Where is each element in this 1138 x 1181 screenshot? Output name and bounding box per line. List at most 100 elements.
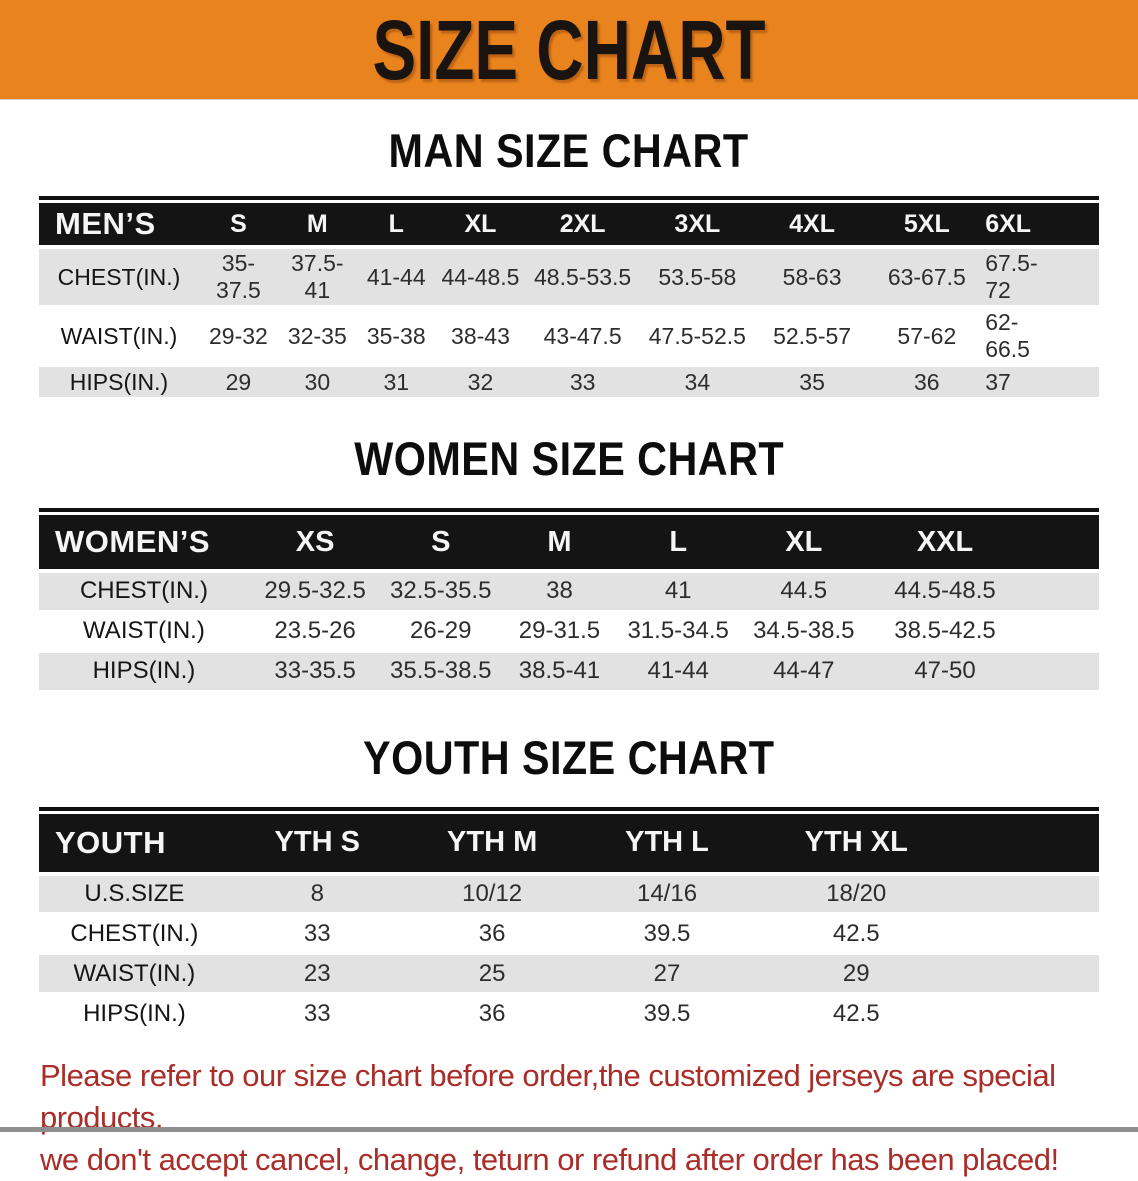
data-cell: 41-44 — [618, 651, 738, 693]
data-cell: 44-48.5 — [435, 247, 526, 308]
data-cell: 29.5-32.5 — [248, 571, 382, 613]
row-label: CHEST(IN.) — [39, 247, 199, 308]
data-cell: 33 — [229, 913, 405, 955]
data-cell: 30 — [277, 365, 357, 400]
size-column-header: XS — [248, 515, 382, 573]
size-column-header: 4XL — [754, 203, 870, 249]
youth-section-heading: YOUTH SIZE CHART — [0, 730, 1138, 784]
data-cell: 43-47.5 — [525, 306, 640, 367]
section-men: MAN SIZE CHART MEN’S S M L XL 2XL 3XL 4XL 5XL 6XL… — [0, 126, 1138, 400]
table-title-cell: YOUTH — [39, 813, 230, 876]
data-cell: 14/16 — [579, 873, 755, 915]
data-cell: 58-63 — [754, 247, 870, 308]
table-row: CHEST(IN.) 33 36 39.5 42.5 — [39, 913, 1099, 955]
table-row: CHEST(IN.) 35-37.5 37.5-41 41-44 44-48.5 48.5… — [39, 247, 1099, 308]
row-label: CHEST(IN.) — [39, 571, 249, 613]
table-row: WAIST(IN.) 29-32 32-35 35-38 38-43 43-47.5 47.… — [39, 306, 1099, 367]
size-column-header: 2XL — [525, 203, 640, 249]
size-column-header: M — [277, 203, 357, 249]
header-row: MEN’S S M L XL 2XL 3XL 4XL 5XL 6XL — [39, 203, 1099, 249]
data-cell: 38.5-41 — [500, 651, 619, 693]
data-cell: 57-62 — [869, 306, 985, 367]
row-label: HIPS(IN.) — [39, 365, 199, 400]
data-cell: 44.5-48.5 — [870, 571, 1099, 613]
men-section-heading-text: MAN SIZE CHART — [388, 124, 750, 177]
row-label: HIPS(IN.) — [39, 651, 249, 693]
data-cell: 39.5 — [579, 993, 755, 1035]
data-cell: 34.5-38.5 — [737, 611, 871, 653]
data-cell: 44.5 — [737, 571, 871, 613]
section-women: WOMEN SIZE CHART WOMEN’S XS S M L XL XXL CHEST(… — [0, 434, 1138, 693]
data-cell: 42.5 — [754, 993, 1099, 1035]
size-column-header: XXL — [870, 515, 1099, 573]
table-title-cell: MEN’S — [39, 203, 199, 249]
section-youth: YOUTH SIZE CHART YOUTH YTH S YTH M YTH L YTH… — [0, 730, 1138, 1035]
table-row: WAIST(IN.) 23.5-26 26-29 29-31.5 31.5-34.5 34… — [39, 611, 1099, 653]
size-column-header: S — [381, 515, 501, 573]
data-cell: 37 — [984, 365, 1099, 400]
data-cell: 47.5-52.5 — [639, 306, 755, 367]
size-column-header: L — [356, 203, 436, 249]
size-column-header: YTH S — [229, 813, 405, 876]
youth-section-heading-text: YOUTH SIZE CHART — [363, 730, 775, 784]
data-cell: 36 — [404, 913, 580, 955]
data-cell: 38.5-42.5 — [870, 611, 1099, 653]
size-column-header: 5XL — [869, 203, 985, 249]
data-cell: 62-66.5 — [984, 306, 1099, 367]
data-cell: 8 — [229, 873, 405, 915]
data-cell: 29-31.5 — [500, 611, 619, 653]
data-cell: 37.5-41 — [277, 247, 357, 308]
data-cell: 31.5-34.5 — [618, 611, 738, 653]
youth-size-table: YOUTH YTH S YTH M YTH L YTH XL U.S.SIZE 8 10/12… — [39, 813, 1099, 1035]
data-cell: 33-35.5 — [248, 651, 382, 693]
size-column-header: 3XL — [639, 203, 755, 249]
table-row: WAIST(IN.) 23 25 27 29 — [39, 953, 1099, 995]
table-title-cell: WOMEN’S — [39, 515, 249, 573]
size-column-header: YTH XL — [754, 813, 1099, 876]
data-cell: 35.5-38.5 — [381, 651, 501, 693]
row-label: WAIST(IN.) — [39, 611, 249, 653]
size-column-header: YTH L — [579, 813, 755, 876]
row-label: WAIST(IN.) — [39, 306, 199, 367]
data-cell: 38 — [500, 571, 619, 613]
data-cell: 44-47 — [737, 651, 871, 693]
data-cell: 42.5 — [754, 913, 1099, 955]
data-cell: 35-38 — [356, 306, 436, 367]
disclaimer: Please refer to our size chart before or… — [40, 1055, 1104, 1181]
data-cell: 47-50 — [870, 651, 1099, 693]
women-table-frame: WOMEN’S XS S M L XL XXL CHEST(IN.) 29.5-32.5 32.5… — [39, 508, 1099, 693]
data-cell: 41-44 — [356, 247, 436, 308]
data-cell: 18/20 — [754, 873, 1099, 915]
women-section-heading-text: WOMEN SIZE CHART — [354, 432, 784, 485]
data-cell: 53.5-58 — [639, 247, 755, 308]
data-cell: 36 — [869, 365, 985, 400]
banner: SIZE CHART — [0, 0, 1138, 100]
data-cell: 32.5-35.5 — [381, 571, 501, 613]
row-label: CHEST(IN.) — [39, 913, 230, 955]
data-cell: 36 — [404, 993, 580, 1035]
women-section-heading: WOMEN SIZE CHART — [0, 434, 1138, 484]
row-label: U.S.SIZE — [39, 873, 230, 915]
data-cell: 41 — [618, 571, 738, 613]
data-cell: 35-37.5 — [198, 247, 278, 308]
data-cell: 48.5-53.5 — [525, 247, 640, 308]
table-row: HIPS(IN.) 33-35.5 35.5-38.5 38.5-41 41-44 44-… — [39, 651, 1099, 693]
data-cell: 39.5 — [579, 913, 755, 955]
banner-title: SIZE CHART — [372, 2, 766, 97]
size-column-header: XL — [435, 203, 526, 249]
table-row: U.S.SIZE 8 10/12 14/16 18/20 — [39, 873, 1099, 915]
disclaimer-line-2: we don't accept cancel, change, teturn o… — [40, 1142, 1059, 1177]
header-row: YOUTH YTH S YTH M YTH L YTH XL — [39, 813, 1099, 876]
table-row: HIPS(IN.) 33 36 39.5 42.5 — [39, 993, 1099, 1035]
data-cell: 26-29 — [381, 611, 501, 653]
men-table-frame: MEN’S S M L XL 2XL 3XL 4XL 5XL 6XL CHEST(IN.) 35-37… — [39, 196, 1099, 400]
data-cell: 29 — [754, 953, 1099, 995]
youth-table-frame: YOUTH YTH S YTH M YTH L YTH XL U.S.SIZE 8 10/12… — [39, 806, 1099, 1035]
data-cell: 29 — [198, 365, 278, 400]
men-size-table: MEN’S S M L XL 2XL 3XL 4XL 5XL 6XL CHEST(IN.) 35-37… — [39, 203, 1099, 400]
size-column-header: L — [618, 515, 738, 573]
data-cell: 52.5-57 — [754, 306, 870, 367]
data-cell: 34 — [639, 365, 755, 400]
size-column-header: S — [198, 203, 278, 249]
data-cell: 10/12 — [404, 873, 580, 915]
